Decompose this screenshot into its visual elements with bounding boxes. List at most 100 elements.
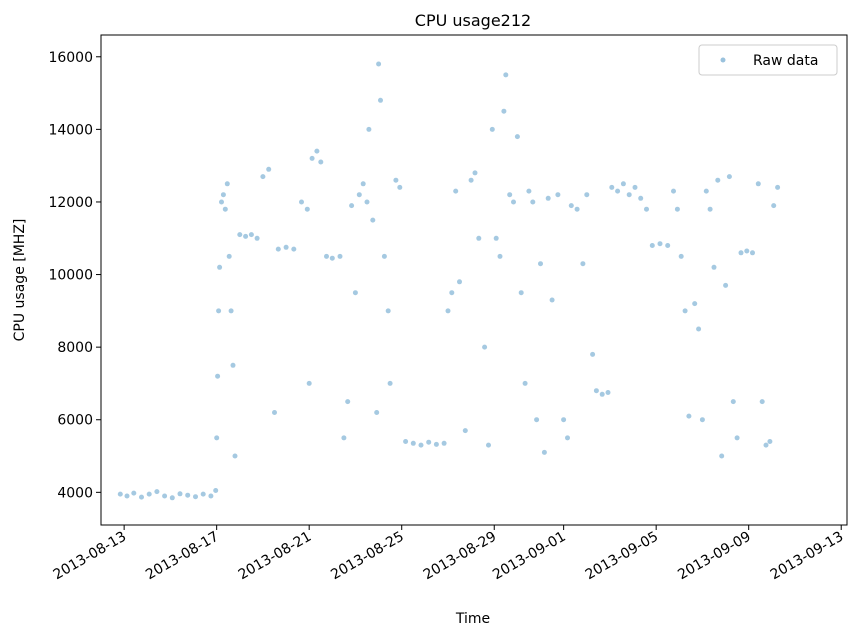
data-point — [699, 417, 705, 423]
data-point — [503, 72, 509, 78]
data-point — [615, 188, 621, 194]
y-tick-label: 16000 — [48, 50, 93, 66]
data-point — [266, 166, 272, 172]
data-point — [418, 442, 424, 448]
data-point — [385, 308, 391, 314]
data-point — [526, 188, 532, 194]
data-point — [445, 308, 451, 314]
data-point — [497, 253, 503, 259]
data-point — [291, 246, 297, 252]
data-point — [620, 181, 626, 187]
data-point — [726, 174, 732, 180]
data-point — [403, 439, 409, 444]
data-point — [750, 250, 755, 256]
data-point — [208, 493, 214, 499]
y-tick-label: 6000 — [57, 413, 93, 429]
data-point — [216, 308, 222, 314]
data-point — [462, 428, 468, 434]
data-point — [193, 494, 198, 500]
data-point — [356, 192, 362, 198]
data-point — [678, 253, 684, 259]
data-point — [493, 235, 499, 241]
data-point — [226, 253, 232, 259]
data-point — [169, 495, 175, 501]
data-point — [501, 108, 507, 114]
data-point — [306, 380, 312, 386]
data-point — [682, 308, 688, 314]
data-point — [124, 493, 130, 499]
data-point — [715, 177, 721, 183]
data-point — [719, 453, 725, 459]
data-point — [638, 195, 644, 201]
data-point — [214, 435, 220, 441]
data-point — [299, 199, 304, 205]
data-point — [200, 491, 206, 497]
data-point — [593, 388, 599, 394]
data-point — [232, 453, 238, 459]
data-point — [222, 206, 228, 212]
data-point — [472, 170, 478, 176]
data-point — [217, 264, 223, 270]
data-point — [215, 373, 221, 379]
data-point — [649, 243, 655, 248]
y-tick-label: 4000 — [57, 485, 93, 501]
data-point — [243, 233, 249, 239]
data-point — [555, 192, 561, 198]
data-points — [117, 61, 781, 501]
data-point — [397, 184, 403, 190]
data-point — [565, 435, 570, 441]
data-point — [692, 301, 698, 307]
data-point — [345, 399, 351, 405]
data-point — [393, 177, 399, 183]
data-point — [441, 440, 447, 446]
data-point — [154, 489, 160, 495]
data-point — [449, 290, 455, 296]
data-point — [771, 203, 777, 209]
data-point — [541, 449, 547, 455]
data-point — [366, 126, 372, 132]
data-point — [224, 181, 230, 187]
data-point — [605, 390, 611, 395]
data-point — [410, 440, 416, 446]
data-point — [522, 380, 528, 386]
data-point — [759, 399, 765, 405]
data-point — [228, 308, 234, 314]
data-point — [219, 199, 224, 205]
data-point — [185, 492, 191, 498]
data-point — [674, 206, 680, 212]
data-point — [349, 203, 355, 209]
data-point — [626, 192, 632, 198]
data-point — [468, 177, 474, 183]
data-point — [248, 232, 254, 238]
data-point — [337, 253, 343, 259]
legend-marker — [720, 57, 726, 63]
y-axis-label: CPU usage [MHZ] — [12, 219, 28, 342]
data-point — [378, 97, 383, 103]
data-point — [272, 410, 277, 415]
data-point — [370, 217, 376, 223]
data-point — [352, 290, 358, 296]
plot-frame — [100, 34, 848, 526]
data-point — [671, 188, 676, 194]
data-point — [457, 279, 462, 285]
data-point — [486, 442, 491, 448]
data-point — [482, 344, 488, 350]
data-point — [545, 195, 551, 201]
data-point — [730, 399, 736, 405]
data-point — [590, 351, 596, 357]
data-point — [230, 362, 236, 368]
legend-entry-raw-data: Raw data — [753, 53, 818, 69]
data-point — [763, 442, 769, 448]
data-point — [260, 174, 266, 180]
data-point — [767, 439, 773, 444]
data-point — [381, 253, 387, 259]
data-point — [744, 248, 750, 254]
data-point — [657, 241, 663, 247]
x-axis-label: Time — [455, 611, 490, 627]
data-point — [507, 192, 513, 198]
plot-area — [101, 35, 847, 525]
y-tick-label: 10000 — [48, 268, 93, 284]
data-point — [511, 199, 516, 205]
data-point — [177, 491, 183, 497]
